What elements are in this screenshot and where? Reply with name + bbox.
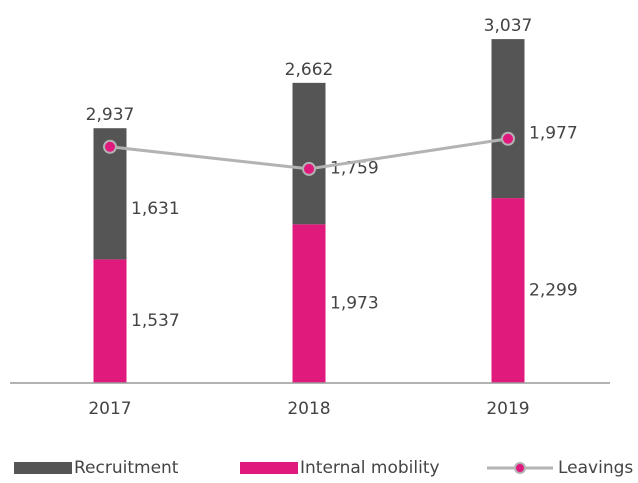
value-label: 3,037 (484, 16, 533, 36)
legend-label: Internal mobility (300, 458, 440, 478)
line-marker (103, 139, 117, 154)
legend-label: Leavings (558, 458, 633, 478)
line-marker (302, 161, 316, 176)
bar-segment (93, 259, 127, 383)
legend-marker (514, 462, 526, 474)
x-tick-label: 2017 (88, 399, 131, 419)
value-label: 1,973 (330, 294, 379, 314)
value-label: 2,662 (285, 60, 334, 80)
value-label: 1,631 (131, 199, 180, 219)
legend-label: Recruitment (74, 458, 179, 478)
x-tick-label: 2019 (486, 399, 529, 419)
legend-swatch (240, 462, 298, 474)
legend-swatch (14, 462, 72, 474)
bar-segment (491, 198, 525, 383)
bar-segment (292, 224, 326, 383)
value-label: 1,537 (131, 311, 180, 331)
value-label: 1,977 (529, 124, 578, 144)
value-label: 2,299 (529, 281, 578, 301)
value-label: 2,937 (86, 105, 135, 125)
x-tick-label: 2018 (287, 399, 330, 419)
line-marker (501, 131, 515, 146)
bar-segment (491, 39, 525, 199)
bar-segment (292, 82, 326, 225)
